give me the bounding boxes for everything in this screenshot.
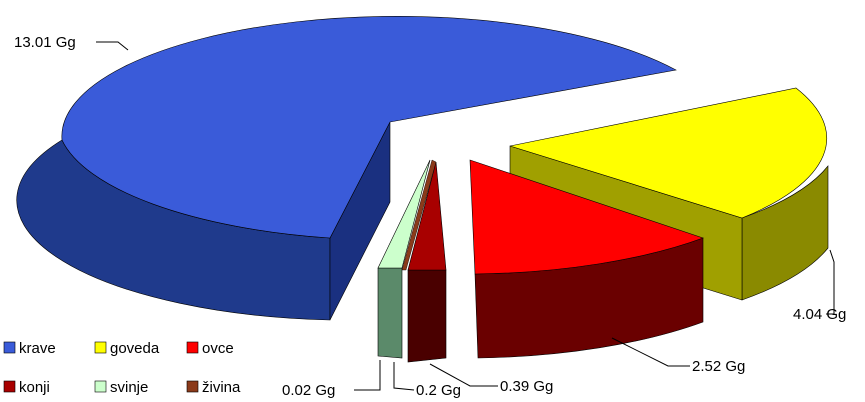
legend-item-zivina: živina: [186, 379, 241, 396]
legend-item-ovce: ovce: [186, 340, 234, 357]
label-goveda: 4.04 Gg: [793, 306, 846, 323]
slice-goveda-side: [741, 165, 829, 301]
label-zivina: 0.2 Gg: [416, 382, 461, 399]
legend-item-konji: konji: [3, 379, 50, 396]
slice-ovce: [469, 159, 704, 359]
legend-label-ovce: ovce: [202, 340, 234, 357]
legend: krave goveda ovce konji svinje živina: [3, 340, 241, 396]
slice-svinje: [377, 159, 431, 359]
leader-konji: [429, 363, 498, 387]
slice-svinje-top: [377, 159, 431, 269]
slice-ovce-top: [469, 159, 704, 275]
legend-item-krave: krave: [3, 340, 56, 357]
legend-label-svinje: svinje: [110, 379, 148, 396]
legend-swatch-ovce: [186, 341, 199, 354]
label-ovce: 2.52 Gg: [692, 358, 745, 375]
legend-swatch-svinje: [94, 380, 107, 393]
label-konji: 0.39 Gg: [500, 378, 553, 395]
slice-konji: [407, 161, 447, 363]
legend-label-goveda: goveda: [110, 340, 160, 357]
slice-konji-top: [407, 161, 447, 271]
legend-label-konji: konji: [19, 379, 50, 396]
leader-goveda: [826, 249, 835, 315]
legend-item-svinje: svinje: [94, 379, 148, 396]
legend-swatch-goveda: [94, 341, 107, 354]
leader-krave: [96, 41, 129, 51]
slice-krave: [16, 16, 677, 321]
label-svinje: 0.02 Gg: [282, 382, 335, 399]
slice-svinje-front: [377, 267, 403, 359]
slice-zivina: [401, 159, 437, 271]
legend-swatch-konji: [3, 380, 16, 393]
slice-zivina-top: [401, 159, 437, 271]
legend-swatch-zivina: [186, 380, 199, 393]
leader-lines: [96, 41, 835, 391]
slice-krave-top: [61, 16, 677, 239]
leader-svinje: [354, 360, 381, 391]
legend-item-goveda: goveda: [94, 340, 160, 357]
legend-swatch-krave: [3, 341, 16, 354]
leader-ovce: [611, 337, 690, 367]
legend-label-krave: krave: [19, 340, 56, 357]
slice-konji-front: [407, 269, 447, 363]
slice-goveda-top: [509, 87, 828, 219]
leader-zivina: [393, 362, 415, 391]
label-krave: 13.01 Gg: [14, 34, 76, 51]
legend-label-zivina: živina: [202, 379, 241, 396]
